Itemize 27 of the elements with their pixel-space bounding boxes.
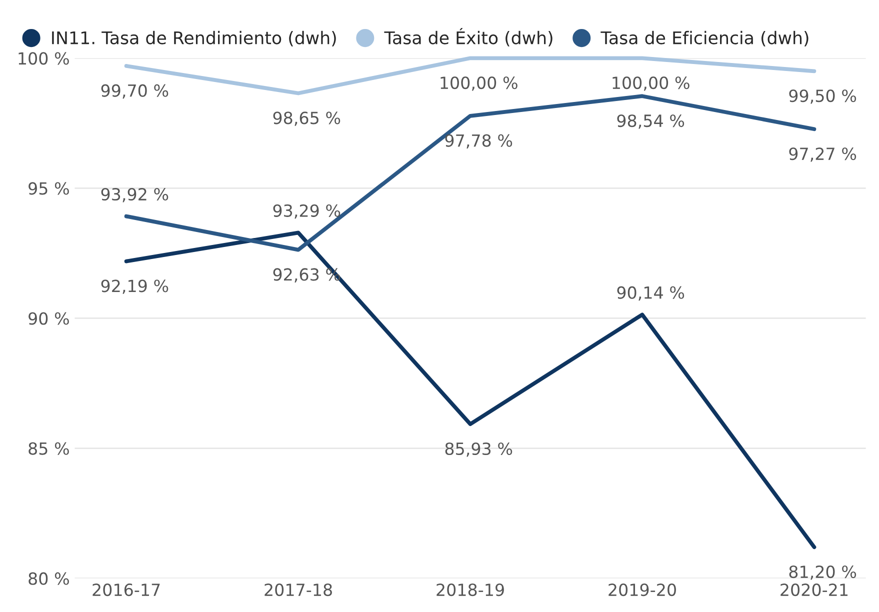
x-tick-label: 2019-20	[608, 583, 676, 596]
legend-label: IN11. Tasa de Rendimiento (dwh)	[52, 30, 336, 46]
data-label: 90,14 %	[617, 286, 684, 301]
data-label: 100,00 %	[612, 76, 690, 91]
data-label: 99,70 %	[101, 84, 168, 99]
data-label: 92,19 %	[101, 280, 168, 294]
x-tick-label: 2016-17	[92, 583, 160, 596]
legend-label: Tasa de Eficiencia (dwh)	[600, 30, 808, 46]
y-tick-label: 100 %	[18, 52, 69, 65]
y-tick-label: 85 %	[28, 442, 69, 455]
data-label: 97,27 %	[789, 147, 856, 162]
data-label: 85,93 %	[445, 442, 512, 457]
data-label: 81,20 %	[789, 565, 856, 580]
x-tick-label: 2017-18	[264, 583, 332, 596]
data-label: 93,92 %	[101, 188, 168, 202]
y-tick-label: 95 %	[28, 182, 69, 195]
data-label: 98,65 %	[273, 112, 340, 126]
x-tick-label: 2020-21	[780, 583, 848, 596]
data-label: 99,50 %	[789, 89, 856, 104]
data-label: 98,54 %	[617, 114, 684, 129]
y-tick-label: 80 %	[28, 572, 69, 585]
data-label: 97,78 %	[445, 134, 512, 149]
legend-label: Tasa de Éxito (dwh)	[384, 28, 552, 46]
data-label: 93,29 %	[273, 204, 340, 219]
data-label: 100,00 %	[440, 76, 518, 91]
x-tick-label: 2018-19	[436, 583, 504, 596]
y-tick-label: 90 %	[28, 312, 69, 325]
